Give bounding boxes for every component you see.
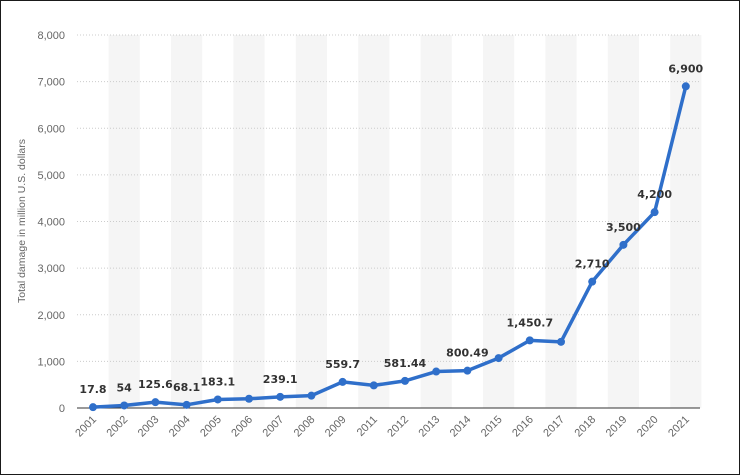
x-tick-label: 2014 (448, 414, 474, 440)
data-label-2021: 6,900 (668, 62, 703, 75)
x-tick-label: 2001 (73, 414, 99, 440)
data-label-2005: 183.1 (200, 375, 235, 388)
x-tick-label: 2021 (666, 414, 692, 440)
data-label-2007: 239.1 (263, 373, 298, 386)
x-tick-label: 2004 (167, 414, 193, 440)
y-axis-title: Total damage in million U.S. dollars (16, 139, 28, 303)
series-line (91, 84, 688, 409)
data-point-2001 (89, 403, 97, 412)
data-label-2009: 559.7 (325, 358, 360, 371)
gridlines (77, 34, 700, 409)
data-point-2020 (650, 208, 659, 217)
data-label-2003: 125.6 (138, 378, 173, 391)
data-point-2007 (276, 392, 285, 401)
x-tick-label: 2012 (385, 414, 411, 440)
x-tick-label: 2011 (355, 414, 380, 439)
x-tick-label: 2008 (292, 414, 318, 440)
x-tick-label: 2020 (635, 414, 661, 440)
data-label-2014: 800.49 (446, 347, 488, 360)
data-label-2002: 54 (117, 381, 133, 394)
x-tick-label: 2017 (541, 414, 567, 440)
data-point-2018 (588, 277, 597, 286)
data-label-2001: 17.8 (79, 383, 106, 396)
x-tick-label: 2019 (604, 414, 630, 440)
y-tick-label: 6,000 (37, 123, 65, 135)
y-tick-label: 7,000 (37, 77, 65, 89)
x-tick-label: 2006 (229, 414, 255, 440)
data-point-2009 (338, 377, 347, 386)
data-point-2012 (401, 376, 409, 385)
data-label-2020: 4,200 (637, 188, 672, 201)
data-point-2015 (494, 354, 503, 363)
y-tick-label: 2,000 (37, 310, 65, 322)
y-tick-label: 0 (59, 403, 65, 415)
data-points (89, 82, 690, 412)
y-tick-label: 8,000 (37, 30, 65, 42)
data-point-2002 (120, 401, 129, 410)
band-2021 (670, 35, 702, 408)
x-tick-label: 2009 (323, 414, 349, 440)
data-labels: 17.8 54 125.6 68.1 183.1 239.1 559.7 581.44 800.… (79, 62, 703, 396)
y-tick-label: 5,000 (37, 170, 65, 182)
x-tick-label: 2005 (198, 414, 224, 440)
data-point-2006 (245, 394, 253, 403)
y-axis-tick-labels: 0 1,000 2,000 3,000 4,000 5,000 6,000 7,000 8,00… (37, 30, 65, 415)
y-tick-label: 1,000 (37, 356, 65, 368)
x-axis-tick-labels: 2001 2002 2003 2004 2005 2006 2007 2008 2009 2011… (73, 414, 692, 440)
series-line-total-damage (91, 84, 688, 409)
data-point-2005 (213, 395, 222, 404)
data-point-2017 (557, 337, 565, 346)
data-point-2008 (307, 391, 316, 400)
band-2011 (358, 35, 390, 408)
x-tick-label: 2015 (479, 414, 505, 440)
data-point-2014 (463, 366, 472, 375)
data-label-2004: 68.1 (173, 381, 200, 394)
x-tick-label: 2018 (573, 414, 599, 440)
data-label-2018: 2,710 (575, 258, 610, 271)
x-tick-label: 2007 (261, 414, 287, 440)
data-point-2003 (151, 398, 160, 407)
data-point-2004 (182, 400, 191, 409)
x-tick-label: 2002 (105, 414, 131, 440)
data-point-2016 (525, 336, 534, 345)
data-point-2011 (369, 381, 378, 390)
data-point-2021 (681, 82, 690, 91)
data-label-2012: 581.44 (384, 357, 427, 370)
data-point-2019 (619, 240, 628, 249)
y-tick-label: 4,000 (37, 217, 65, 229)
data-label-2019: 3,500 (606, 221, 641, 234)
y-tick-label: 3,000 (37, 263, 65, 275)
data-point-2013 (432, 367, 441, 376)
x-tick-label: 2016 (510, 414, 536, 440)
data-label-2016: 1,450.7 (506, 316, 553, 329)
x-tick-label: 2003 (136, 414, 162, 440)
x-tick-label: 2013 (417, 414, 443, 440)
